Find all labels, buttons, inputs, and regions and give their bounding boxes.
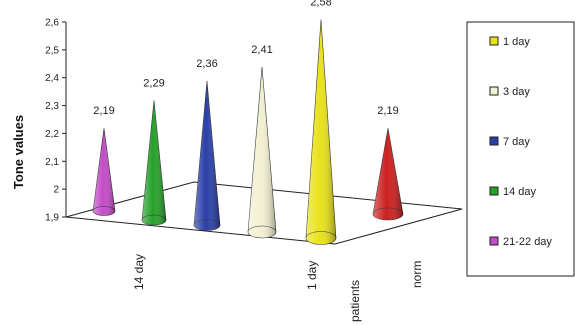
y-tick-label: 2,3	[45, 101, 59, 112]
legend-box	[466, 21, 575, 277]
cone-shade	[306, 19, 336, 239]
y-tick-label: 2,5	[45, 45, 59, 56]
data-label: 2,19	[93, 105, 114, 117]
y-tick-label: 2,4	[45, 73, 59, 84]
y-tick-label: 1,9	[45, 213, 59, 224]
x-category-label: patients	[348, 280, 362, 322]
y-tick-label: 2,6	[45, 18, 59, 29]
cone-base-shade	[194, 219, 220, 231]
cone-base-shade	[248, 226, 276, 238]
cone-base-shade	[306, 231, 336, 245]
cone-shade	[142, 100, 166, 220]
x-category-label: norm	[410, 261, 424, 288]
legend-label: 7 day	[503, 136, 530, 148]
x-category-label: 1 day	[305, 261, 319, 290]
y-ticks: 1,9 2 2,1 2,2 2,3 2,4 2,5 2,6	[45, 18, 66, 224]
y-tick-label: 2,1	[45, 157, 59, 168]
y-axis-label: Tone values	[11, 115, 26, 189]
cone-shade	[248, 66, 276, 232]
legend-swatch	[489, 136, 499, 146]
data-label: 2,58	[310, 0, 331, 9]
legend: 1 day 3 day 7 day 14 day 21-22 day	[466, 21, 575, 277]
legend-swatch	[489, 86, 499, 96]
data-label: 2,36	[196, 58, 217, 70]
cones	[92, 19, 404, 245]
x-labels: 14 day 1 day patients norm	[132, 254, 424, 322]
cone-shade	[93, 128, 115, 211]
cone-shade	[194, 80, 220, 225]
legend-label: 14 day	[503, 186, 537, 198]
cone-base-shade	[373, 208, 403, 220]
legend-label: 3 day	[503, 86, 530, 98]
legend-swatch	[489, 186, 499, 196]
legend-swatch	[489, 36, 499, 46]
y-tick-label: 2	[53, 185, 59, 196]
data-label: 2,41	[251, 44, 272, 56]
legend-swatch	[489, 236, 499, 246]
y-tick-label: 2,2	[45, 129, 59, 140]
legend-label: 21-22 day	[503, 236, 552, 248]
data-labels: 2,19 2,29 2,36 2,41 2,58 2,19	[93, 0, 398, 117]
cone-base-shade	[142, 215, 166, 225]
data-label: 2,19	[377, 105, 398, 117]
legend-label: 1 day	[503, 36, 530, 48]
cone-shade	[373, 128, 403, 214]
x-category-label: 14 day	[132, 254, 146, 290]
data-label: 2,29	[143, 77, 164, 89]
cone-base-shade	[93, 206, 115, 216]
